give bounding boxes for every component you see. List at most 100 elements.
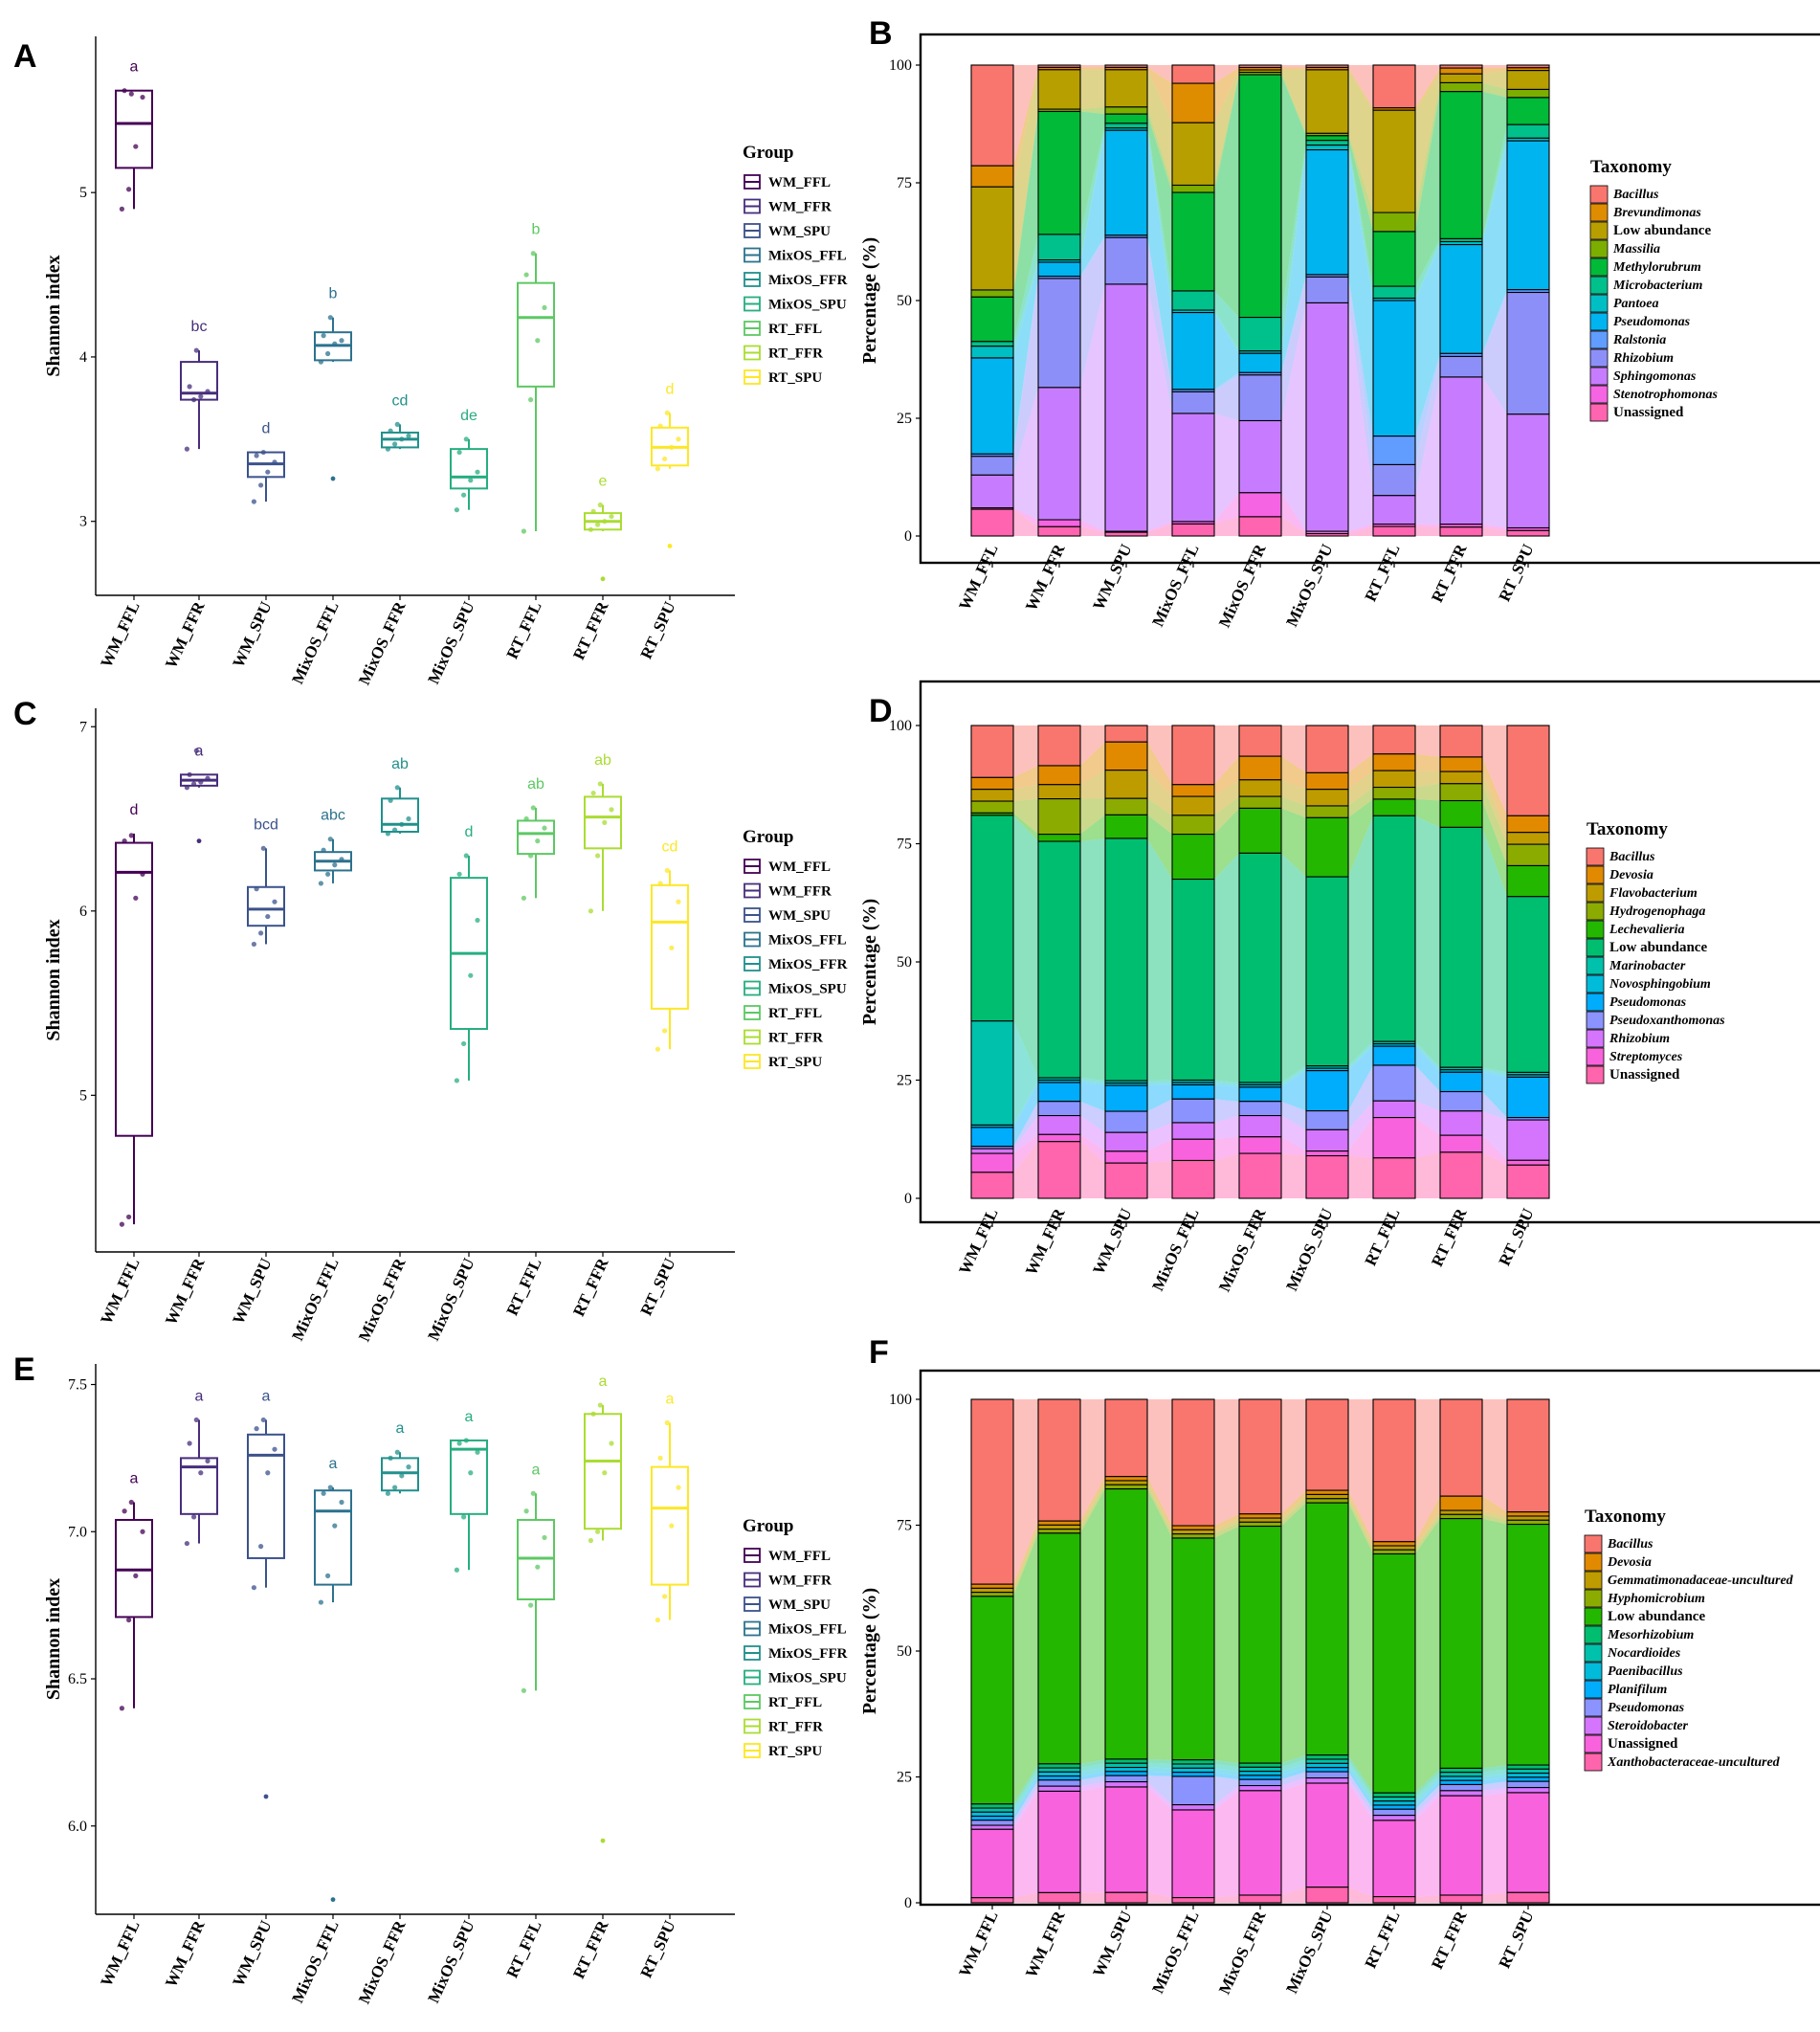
data-point [664, 410, 670, 415]
legend-title: Taxonomy [1587, 819, 1668, 839]
data-point [406, 815, 411, 822]
bar-segment-Lechevalieria [1506, 864, 1550, 898]
data-point [461, 1040, 467, 1047]
ribbon-Devosia [1348, 1490, 1373, 1547]
bar-segment-Low abundance [1037, 69, 1081, 110]
ribbon-Flavobacterium [1013, 784, 1038, 802]
ribbon-Mesorhizobium [1281, 1754, 1306, 1768]
data-point [392, 827, 398, 833]
ribbon-Mesorhizobium [1214, 1759, 1239, 1768]
bar-segment-Devosia [1506, 815, 1550, 834]
data-point [609, 1440, 614, 1446]
ribbon-Planifilum [1281, 1767, 1306, 1780]
ribbon-Bacillus [1415, 1399, 1440, 1542]
data-point [251, 1585, 256, 1591]
y-tick-label: 3 [79, 514, 87, 530]
bar-segment-Low abundance [1506, 1524, 1550, 1766]
data-point [184, 785, 189, 791]
bar-segment-Rhizobium [1171, 391, 1215, 414]
ribbon-Planifilum [1013, 1775, 1038, 1820]
data-point [339, 1499, 344, 1506]
bar-segment-Sphingomonas [1506, 413, 1550, 529]
ribbon-Brevundimonas [1147, 67, 1172, 123]
ribbon-Planifilum [1482, 1776, 1507, 1785]
data-point [184, 1540, 189, 1547]
stacked-bar-MixOS_FFR: MixOS_FFR [1215, 1398, 1282, 1997]
data-point [609, 513, 614, 520]
legend-item-Microbacterium: Microbacterium [1589, 276, 1702, 295]
data-point [468, 478, 474, 483]
ribbon-Hyphomicrobium [1415, 1514, 1440, 1554]
bar-segment-Xanthobacteraceae-uncultured [1104, 1891, 1148, 1904]
legend-swatch [1584, 1716, 1603, 1735]
bar-segment-Pseudomonas [1104, 1775, 1148, 1783]
ribbon-Low abundance [1482, 827, 1507, 1073]
ribbon-Unassigned [1415, 526, 1440, 536]
ribbon-Paenibacillus [1013, 1772, 1038, 1817]
bar-segment-Bacillus [1506, 725, 1550, 816]
bar-segment-Brevundimonas [1171, 82, 1215, 123]
box-MixOS_FFR: a MixOS_FFR [355, 1420, 419, 2006]
data-point [669, 945, 675, 950]
bar-segment-Pseudomonas [970, 1127, 1014, 1148]
x-tick-label: RT_FFR [569, 1917, 612, 1981]
ribbon-Novosphingobium [1348, 1043, 1373, 1071]
ribbon-Bacillus [1214, 65, 1239, 84]
legend-title: Taxonomy [1590, 157, 1672, 177]
x-tick-label: RT_FFL [503, 599, 545, 662]
ribbon-Pseudomonas [1482, 141, 1507, 354]
data-point [392, 1485, 398, 1490]
x-tick-label: WM_SPU [1089, 542, 1135, 614]
y-axis-title: Shannon index [43, 1578, 64, 1700]
ribbon-Pseudomonas [1080, 130, 1105, 277]
bar-segment-Unassigned [1171, 1809, 1215, 1899]
ribbon-Low abundance [1415, 1518, 1440, 1794]
ribbon-Pseudomonas [1348, 1772, 1373, 1816]
data-point [187, 384, 192, 390]
bar-segment-Microbacterium [970, 341, 1014, 347]
bar-segment-Lechevalieria [1238, 807, 1282, 854]
stacked-bar-RT_SPU: RT_SPU [1496, 64, 1550, 604]
ribbon-Pseudomonas [1415, 1784, 1440, 1816]
legend-label: WM_FFR [768, 1574, 832, 1589]
legend-swatch [1584, 1552, 1603, 1572]
data-point [535, 338, 541, 344]
legend-item-WM_FFL: WM_FFL [744, 174, 831, 190]
bar-segment-Rhizobium [1305, 276, 1349, 304]
legend-swatch [1589, 312, 1609, 331]
legend-item-Paenibacillus: Paenibacillus [1584, 1662, 1683, 1681]
ribbon-Unassigned [1415, 1151, 1440, 1198]
legend-label: MixOS_FFL [768, 249, 847, 264]
bar-segment-Gemmatimonadaceae-uncultured [1238, 1517, 1282, 1523]
ribbon-Microbacterium [1348, 140, 1373, 299]
ribbon-Gemmatimonadaceae-uncultured [1080, 1480, 1105, 1530]
legend-label: Pseudomonas [1613, 315, 1691, 329]
x-tick-label: RT_FFL [1362, 1909, 1404, 1972]
box-WM_FFL: d WM_FFL [97, 802, 153, 1327]
bar-segment-Low abundance [1238, 852, 1282, 1083]
significance-letter: a [599, 1373, 608, 1390]
ribbon-Streptomyces [1214, 1136, 1239, 1161]
bar-segment-Lechevalieria [1439, 799, 1483, 828]
ribbon-Low abundance [1080, 69, 1105, 110]
x-tick-label: RT_SPU [637, 599, 679, 662]
legend-label: WM_SPU [768, 224, 831, 239]
bar-segment-Microbacterium [1104, 123, 1148, 129]
legend-item-Streptomyces: Streptomyces [1586, 1047, 1683, 1066]
data-point [198, 779, 204, 785]
data-point [126, 187, 132, 192]
x-tick-label: WM_SPU [229, 599, 275, 671]
bar-segment-Devosia [1506, 1511, 1550, 1517]
ribbon-Xanthobacteraceae-uncultured [1080, 1892, 1105, 1903]
ribbon-Rhizobium [1080, 237, 1105, 388]
ribbon-Devosia [1281, 756, 1306, 790]
y-tick-label: 75 [897, 837, 912, 853]
ribbon-Pseudoxanthomonas [1348, 1064, 1373, 1130]
ribbon-Hydrogenophaga [1281, 796, 1306, 818]
ribbon-Bacillus [1482, 1399, 1507, 1512]
data-point [528, 1602, 534, 1608]
data-point [521, 1687, 527, 1693]
ribbon-Low abundance [1080, 1488, 1105, 1764]
data-point [657, 881, 663, 886]
legend-item-Unassigned: Unassigned [1589, 403, 1684, 422]
